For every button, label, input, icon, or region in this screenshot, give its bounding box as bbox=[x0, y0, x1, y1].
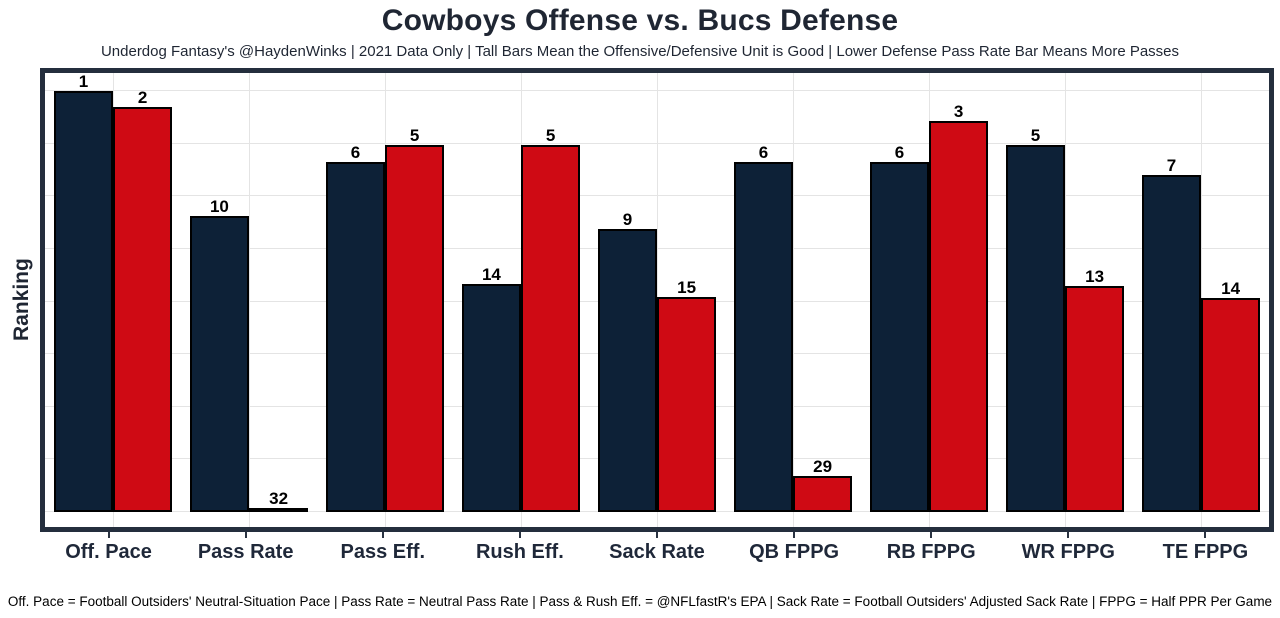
category-label: Off. Pace bbox=[65, 541, 152, 563]
bar-group: 7 14 bbox=[1133, 73, 1269, 527]
bar-rank-label: 32 bbox=[269, 489, 289, 508]
bar-rank-label: 10 bbox=[209, 197, 229, 216]
bar-rank-label: 5 bbox=[1030, 126, 1041, 145]
tick-cell bbox=[451, 532, 588, 539]
bar-offense: 6 bbox=[325, 143, 385, 512]
gridline-vertical bbox=[793, 73, 794, 527]
bar-defense: 13 bbox=[1065, 267, 1125, 512]
bar-group: 9 15 bbox=[589, 73, 725, 527]
gridline-vertical bbox=[249, 73, 250, 527]
category-label: Pass Rate bbox=[197, 541, 294, 563]
bar-offense: 1 bbox=[53, 72, 113, 512]
category-label: TE FPPG bbox=[1162, 541, 1249, 563]
axis-tick bbox=[518, 532, 521, 538]
bar-group: 14 5 bbox=[453, 73, 589, 527]
chart-subtitle: Underdog Fantasy's @HaydenWinks | 2021 D… bbox=[100, 43, 1180, 60]
axis-tick bbox=[655, 532, 658, 538]
category-label: RB FPPG bbox=[886, 541, 976, 563]
tick-cell bbox=[177, 532, 314, 539]
bar-group: 10 32 bbox=[181, 73, 317, 527]
bar-rank-label: 15 bbox=[677, 278, 697, 297]
bar-defense: 14 bbox=[1201, 279, 1261, 512]
bars-area: 1 2 10 32 6 5 14 5 9 15 6 29 6 3 5 13 7 14 bbox=[45, 72, 1269, 527]
tick-cell bbox=[1137, 532, 1274, 539]
bar-rank-label: 7 bbox=[1166, 156, 1177, 175]
plot-column: 1 2 10 32 6 5 14 5 9 15 6 29 6 3 5 13 7 14 Off. Pace Pass … bbox=[40, 68, 1274, 564]
category-label: QB FPPG bbox=[749, 541, 840, 563]
bar-defense: 3 bbox=[929, 102, 989, 512]
bar-group: 6 29 bbox=[725, 73, 861, 527]
bar-defense: 32 bbox=[249, 489, 309, 512]
bar-rank-label: 6 bbox=[758, 143, 769, 162]
y-axis-label: Ranking bbox=[10, 258, 33, 342]
bar-rank-label: 29 bbox=[813, 457, 833, 476]
bar-offense: 10 bbox=[189, 197, 249, 512]
bar-defense: 2 bbox=[113, 88, 173, 512]
axis-tick bbox=[107, 532, 110, 538]
bar-rank-label: 3 bbox=[953, 102, 964, 121]
bar-offense: 5 bbox=[1005, 126, 1065, 512]
bar-rank-label: 14 bbox=[1221, 279, 1241, 298]
tick-cell bbox=[726, 532, 863, 539]
bar-rank-label: 2 bbox=[137, 88, 148, 107]
bar-rank-label: 9 bbox=[622, 210, 633, 229]
bar-defense: 5 bbox=[521, 126, 581, 512]
tick-cell bbox=[1000, 532, 1137, 539]
bar-rank-label: 6 bbox=[350, 143, 361, 162]
axis-tick bbox=[381, 532, 384, 538]
category-label: WR FPPG bbox=[1021, 541, 1115, 563]
x-axis-ticks bbox=[40, 532, 1274, 539]
bar-offense: 6 bbox=[869, 143, 929, 512]
chart-area: Ranking 1 2 10 32 6 5 14 5 9 15 6 29 6 3 5 13 7 14 Off. P… bbox=[4, 68, 1274, 564]
tick-cell bbox=[863, 532, 1000, 539]
bar-rank-label: 5 bbox=[545, 126, 556, 145]
bar-defense: 5 bbox=[385, 126, 445, 512]
axis-tick bbox=[1067, 532, 1070, 538]
bar-rank-label: 1 bbox=[78, 72, 89, 91]
bar-offense: 9 bbox=[597, 210, 657, 512]
bar-offense: 14 bbox=[461, 265, 521, 512]
bar-defense: 29 bbox=[793, 457, 853, 512]
bar-offense: 7 bbox=[1141, 156, 1201, 512]
axis-tick bbox=[1204, 532, 1207, 538]
bar-offense: 6 bbox=[733, 143, 793, 512]
axis-tick bbox=[930, 532, 933, 538]
category-label: Pass Eff. bbox=[340, 541, 426, 563]
tick-cell bbox=[40, 532, 177, 539]
footnote: Off. Pace = Football Outsiders' Neutral-… bbox=[7, 594, 1273, 609]
tick-cell bbox=[588, 532, 725, 539]
bar-rank-label: 5 bbox=[409, 126, 420, 145]
tick-cell bbox=[314, 532, 451, 539]
bar-defense: 15 bbox=[657, 278, 717, 512]
category-label: Rush Eff. bbox=[475, 541, 564, 563]
category-label: Sack Rate bbox=[609, 541, 705, 563]
bar-rank-label: 6 bbox=[894, 143, 905, 162]
plot-panel: 1 2 10 32 6 5 14 5 9 15 6 29 6 3 5 13 7 14 bbox=[40, 68, 1274, 532]
axis-tick bbox=[793, 532, 796, 538]
axis-tick bbox=[244, 532, 247, 538]
bar-group: 5 13 bbox=[997, 73, 1133, 527]
chart-title: Cowboys Offense vs. Bucs Defense bbox=[381, 4, 899, 37]
bar-rank-label: 13 bbox=[1085, 267, 1105, 286]
bar-rank-label: 14 bbox=[481, 265, 501, 284]
x-axis-labels: Off. Pace Pass Rate Pass Eff. Rush Eff. Sack… bbox=[40, 539, 1274, 564]
